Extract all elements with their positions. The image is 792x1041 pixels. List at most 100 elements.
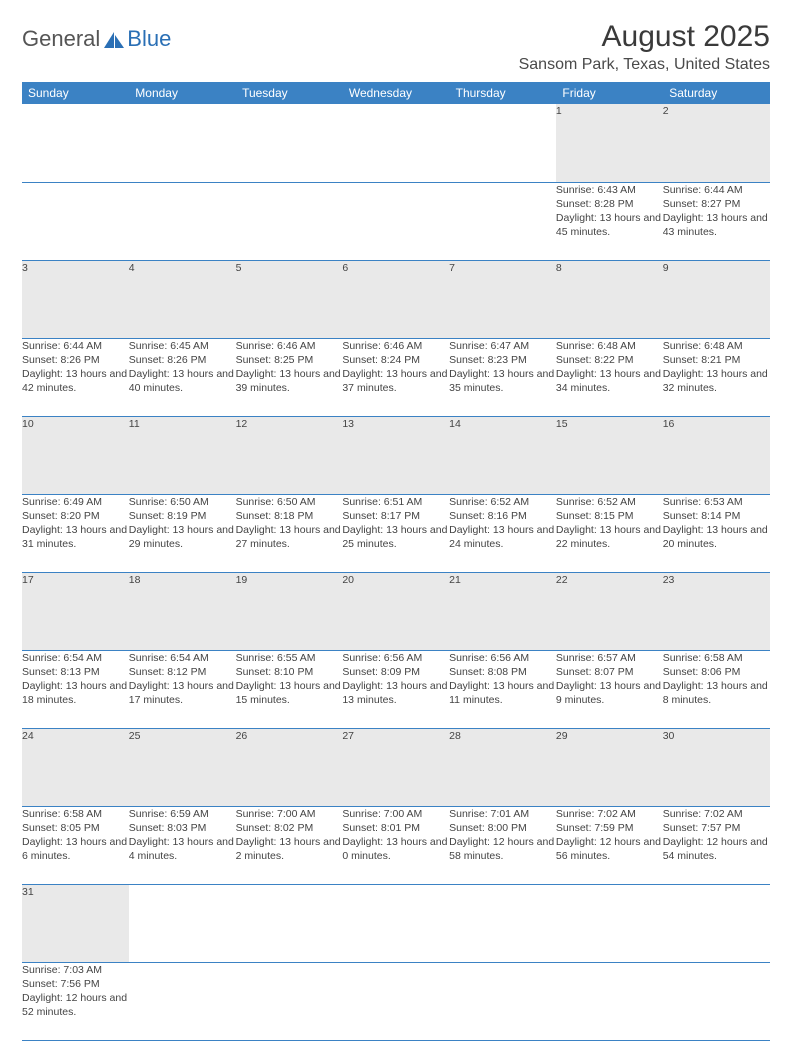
day-cell: Sunrise: 7:01 AMSunset: 8:00 PMDaylight:…	[449, 806, 556, 884]
day-cell	[449, 182, 556, 260]
sunset: Sunset: 8:03 PM	[129, 821, 236, 835]
daylight: Daylight: 13 hours and 11 minutes.	[449, 679, 556, 707]
sunrise: Sunrise: 7:02 AM	[663, 807, 770, 821]
day-number: 19	[236, 572, 343, 650]
daylight: Daylight: 13 hours and 25 minutes.	[342, 523, 449, 551]
weekday-header: Monday	[129, 82, 236, 104]
daynum-row: 10111213141516	[22, 416, 770, 494]
day-cell: Sunrise: 6:47 AMSunset: 8:23 PMDaylight:…	[449, 338, 556, 416]
day-number: 10	[22, 416, 129, 494]
daylight: Daylight: 13 hours and 15 minutes.	[236, 679, 343, 707]
daylight: Daylight: 12 hours and 56 minutes.	[556, 835, 663, 863]
day-number	[342, 884, 449, 962]
daylight: Daylight: 13 hours and 20 minutes.	[663, 523, 770, 551]
day-number: 17	[22, 572, 129, 650]
day-cell	[129, 962, 236, 1040]
page-title: August 2025	[519, 20, 770, 54]
sunrise: Sunrise: 6:56 AM	[342, 651, 449, 665]
day-cell: Sunrise: 6:53 AMSunset: 8:14 PMDaylight:…	[663, 494, 770, 572]
day-number	[236, 104, 343, 182]
day-number: 5	[236, 260, 343, 338]
day-number: 24	[22, 728, 129, 806]
day-number: 18	[129, 572, 236, 650]
sunrise: Sunrise: 6:49 AM	[22, 495, 129, 509]
day-cell: Sunrise: 7:00 AMSunset: 8:02 PMDaylight:…	[236, 806, 343, 884]
sunset: Sunset: 8:01 PM	[342, 821, 449, 835]
data-row: Sunrise: 6:54 AMSunset: 8:13 PMDaylight:…	[22, 650, 770, 728]
sunrise: Sunrise: 6:52 AM	[556, 495, 663, 509]
sunset: Sunset: 8:05 PM	[22, 821, 129, 835]
day-number	[449, 884, 556, 962]
sunrise: Sunrise: 6:50 AM	[236, 495, 343, 509]
daylight: Daylight: 12 hours and 52 minutes.	[22, 991, 129, 1019]
daylight: Daylight: 13 hours and 6 minutes.	[22, 835, 129, 863]
sunset: Sunset: 8:17 PM	[342, 509, 449, 523]
day-number: 3	[22, 260, 129, 338]
daynum-row: 12	[22, 104, 770, 182]
day-number: 23	[663, 572, 770, 650]
day-number	[663, 884, 770, 962]
sunrise: Sunrise: 7:00 AM	[236, 807, 343, 821]
daylight: Daylight: 13 hours and 18 minutes.	[22, 679, 129, 707]
daynum-row: 31	[22, 884, 770, 962]
daylight: Daylight: 13 hours and 9 minutes.	[556, 679, 663, 707]
day-cell: Sunrise: 7:02 AMSunset: 7:59 PMDaylight:…	[556, 806, 663, 884]
weekday-header: Thursday	[449, 82, 556, 104]
sunset: Sunset: 8:18 PM	[236, 509, 343, 523]
daylight: Daylight: 13 hours and 29 minutes.	[129, 523, 236, 551]
daylight: Daylight: 13 hours and 45 minutes.	[556, 211, 663, 239]
daylight: Daylight: 13 hours and 22 minutes.	[556, 523, 663, 551]
daylight: Daylight: 13 hours and 37 minutes.	[342, 367, 449, 395]
day-cell	[556, 962, 663, 1040]
day-cell: Sunrise: 6:46 AMSunset: 8:24 PMDaylight:…	[342, 338, 449, 416]
day-number: 25	[129, 728, 236, 806]
sunrise: Sunrise: 6:53 AM	[663, 495, 770, 509]
day-cell: Sunrise: 6:48 AMSunset: 8:21 PMDaylight:…	[663, 338, 770, 416]
sunset: Sunset: 8:06 PM	[663, 665, 770, 679]
sunrise: Sunrise: 6:58 AM	[663, 651, 770, 665]
day-cell	[449, 962, 556, 1040]
sunset: Sunset: 8:15 PM	[556, 509, 663, 523]
weekday-header-row: SundayMondayTuesdayWednesdayThursdayFrid…	[22, 82, 770, 104]
sunrise: Sunrise: 7:00 AM	[342, 807, 449, 821]
sunset: Sunset: 8:19 PM	[129, 509, 236, 523]
title-block: August 2025 Sansom Park, Texas, United S…	[519, 20, 770, 74]
weekday-header: Sunday	[22, 82, 129, 104]
day-number: 20	[342, 572, 449, 650]
day-number	[22, 104, 129, 182]
daylight: Daylight: 13 hours and 31 minutes.	[22, 523, 129, 551]
sunset: Sunset: 8:02 PM	[236, 821, 343, 835]
day-cell: Sunrise: 6:46 AMSunset: 8:25 PMDaylight:…	[236, 338, 343, 416]
sunset: Sunset: 8:26 PM	[22, 353, 129, 367]
day-number: 16	[663, 416, 770, 494]
data-row: Sunrise: 6:58 AMSunset: 8:05 PMDaylight:…	[22, 806, 770, 884]
sunrise: Sunrise: 6:58 AM	[22, 807, 129, 821]
sunset: Sunset: 7:59 PM	[556, 821, 663, 835]
sunrise: Sunrise: 7:01 AM	[449, 807, 556, 821]
day-number: 7	[449, 260, 556, 338]
daylight: Daylight: 13 hours and 2 minutes.	[236, 835, 343, 863]
sunrise: Sunrise: 6:48 AM	[663, 339, 770, 353]
day-number: 31	[22, 884, 129, 962]
location: Sansom Park, Texas, United States	[519, 56, 770, 74]
daylight: Daylight: 13 hours and 27 minutes.	[236, 523, 343, 551]
daylight: Daylight: 12 hours and 58 minutes.	[449, 835, 556, 863]
sunset: Sunset: 8:22 PM	[556, 353, 663, 367]
sunset: Sunset: 8:12 PM	[129, 665, 236, 679]
day-number: 9	[663, 260, 770, 338]
logo-sail-icon	[103, 31, 125, 49]
data-row: Sunrise: 6:44 AMSunset: 8:26 PMDaylight:…	[22, 338, 770, 416]
day-cell	[236, 182, 343, 260]
sunset: Sunset: 8:14 PM	[663, 509, 770, 523]
daynum-row: 17181920212223	[22, 572, 770, 650]
day-number: 15	[556, 416, 663, 494]
sunrise: Sunrise: 6:48 AM	[556, 339, 663, 353]
weekday-header: Saturday	[663, 82, 770, 104]
sunset: Sunset: 8:13 PM	[22, 665, 129, 679]
day-cell: Sunrise: 6:43 AMSunset: 8:28 PMDaylight:…	[556, 182, 663, 260]
sunrise: Sunrise: 7:03 AM	[22, 963, 129, 977]
sunset: Sunset: 8:24 PM	[342, 353, 449, 367]
sunrise: Sunrise: 6:52 AM	[449, 495, 556, 509]
daylight: Daylight: 13 hours and 43 minutes.	[663, 211, 770, 239]
day-number	[556, 884, 663, 962]
